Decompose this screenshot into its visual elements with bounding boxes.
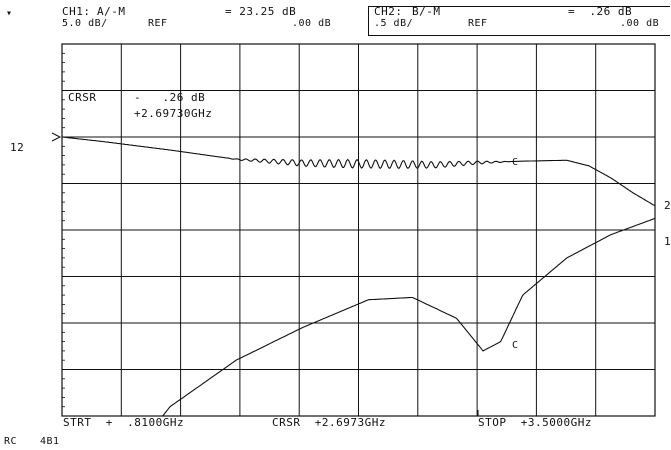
ch1-measurement: A/-M [97,5,126,18]
ch2-readout-box [368,6,670,36]
stop-frequency: STOP +3.5000GHz [478,416,592,429]
cursor-value: - .26 dB [134,91,206,104]
cursor-label: CRSR [68,91,97,104]
ch1-ref-value: .00 dB [292,18,332,29]
ch1-reference-number: 12 [10,141,25,154]
cursor-frequency: +2.69730GHz [134,107,213,120]
trace-ch1 [62,217,656,417]
reference-arrow-icon [51,132,62,142]
ch2-marker-letter: C [512,157,519,168]
ch1-marker-letter: C [512,340,519,351]
status-code: 4B1 [40,436,60,447]
start-frequency: STRT + .8100GHz [63,416,185,429]
trace-ch2 [61,136,656,207]
cursor-frequency-footer: CRSR +2.6973GHz [272,416,386,429]
ch1-value: = 23.25 dB [225,5,297,18]
right-ref-1: 1 [664,235,671,248]
ch1-label: CH1: [62,5,91,18]
ch2-measurement: B/-M [412,5,441,18]
ch1-ref-suffix: REF [148,18,168,29]
right-ref-2: 2 [664,199,671,212]
ch2-label: CH2: [374,5,403,18]
status-left: RC [4,436,18,447]
ch2-value: = .26 dB [568,5,633,18]
ch2-scale: .5 dB/ [374,18,414,29]
marker-arrow-icon: ▾ [6,8,13,19]
ch2-ref-suffix: REF [468,18,488,29]
ch2-ref-value: .00 dB [620,18,660,29]
ch1-scale: 5.0 dB/ [62,18,108,29]
